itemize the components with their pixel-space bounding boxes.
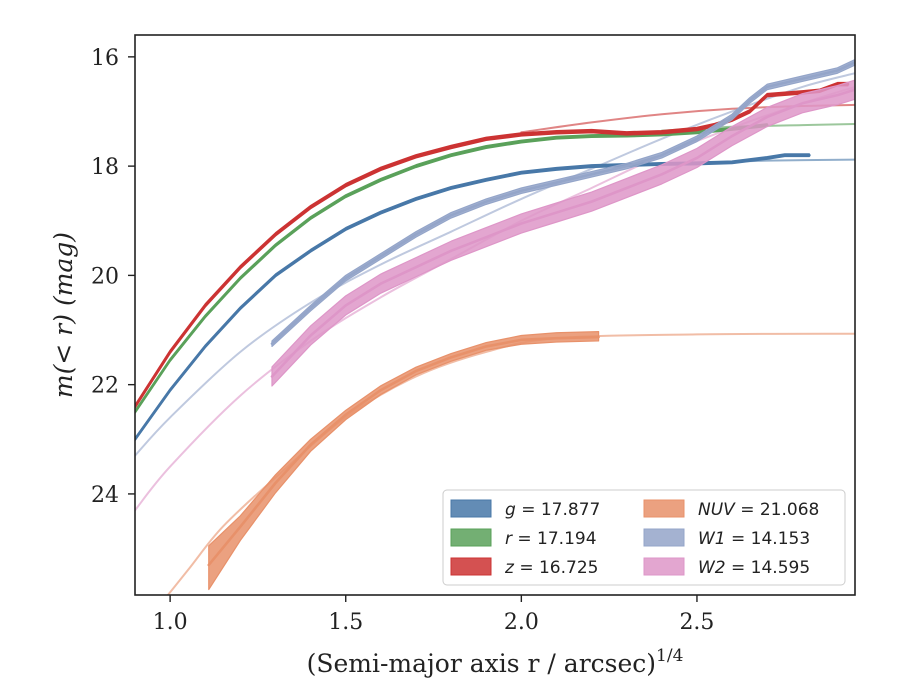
y-tick-label: 16 — [91, 46, 119, 71]
legend-entry-label: r = 17.194 — [505, 529, 597, 549]
legend-swatch — [450, 557, 492, 576]
y-axis-label: m(< r) (mag) — [49, 232, 78, 398]
plot-frame — [134, 34, 856, 596]
legend-entry-value: = 16.725 — [514, 558, 599, 578]
legend-entry-symbol: W1 — [698, 529, 726, 549]
legend-entry-value: = 14.153 — [726, 529, 811, 549]
legend-entry-value: = 21.068 — [735, 500, 820, 520]
y-tick-label: 18 — [91, 155, 119, 180]
legend-swatch — [643, 528, 685, 547]
series-line-3 — [207, 335, 600, 567]
x-axis-ticks: 1.0 1.5 2.0 2.5 — [153, 595, 714, 635]
legend-swatch — [450, 499, 492, 518]
legend-swatch — [450, 528, 492, 547]
x-axis-label-superscript: 1/4 — [656, 646, 683, 666]
series-line-2 — [135, 82, 850, 408]
legend-entry-symbol: NUV — [698, 500, 736, 520]
y-tick-label: 22 — [91, 374, 119, 399]
data-layer — [135, 58, 855, 595]
y-tick-label: 24 — [91, 483, 119, 508]
series-band-3 — [208, 331, 600, 591]
x-axis-label-text: (Semi-major axis r / arcsec) — [307, 649, 656, 678]
legend-swatch — [643, 499, 685, 518]
series-model-curve-4 — [135, 72, 855, 457]
x-tick-label: 2.5 — [679, 610, 714, 635]
legend-entry-symbol: z — [504, 558, 515, 578]
legend-entry-label: g = 17.877 — [505, 500, 600, 520]
y-axis-ticks: 16 18 20 22 24 — [91, 46, 135, 508]
legend-entry-value: = 14.595 — [726, 558, 811, 578]
x-axis-label: (Semi-major axis r / arcsec)1/4 — [307, 646, 684, 678]
series-line-4 — [270, 61, 855, 345]
legend-entry-value: = 17.877 — [516, 500, 601, 520]
series-line-0 — [135, 153, 811, 441]
legend-entry-symbol: r — [505, 529, 513, 549]
series-line-5 — [270, 88, 855, 378]
y-tick-label: 20 — [91, 264, 119, 289]
legend-entry-symbol: g — [505, 500, 516, 520]
x-tick-label: 1.5 — [328, 610, 363, 635]
legend-entry-label: NUV = 21.068 — [698, 500, 819, 520]
legend-swatch — [643, 557, 685, 576]
legend-entry-label: W2 = 14.595 — [698, 558, 810, 578]
legend-entry-symbol: W2 — [698, 558, 726, 578]
series-model-curve-3 — [166, 332, 855, 595]
legend-entry-label: z = 16.725 — [504, 558, 598, 578]
x-tick-label: 2.0 — [504, 610, 539, 635]
x-tick-label: 1.0 — [153, 610, 188, 635]
legend-entry-value: = 17.194 — [512, 529, 597, 549]
legend-entry-label: W1 = 14.153 — [698, 529, 810, 549]
series-band-5 — [271, 79, 855, 387]
